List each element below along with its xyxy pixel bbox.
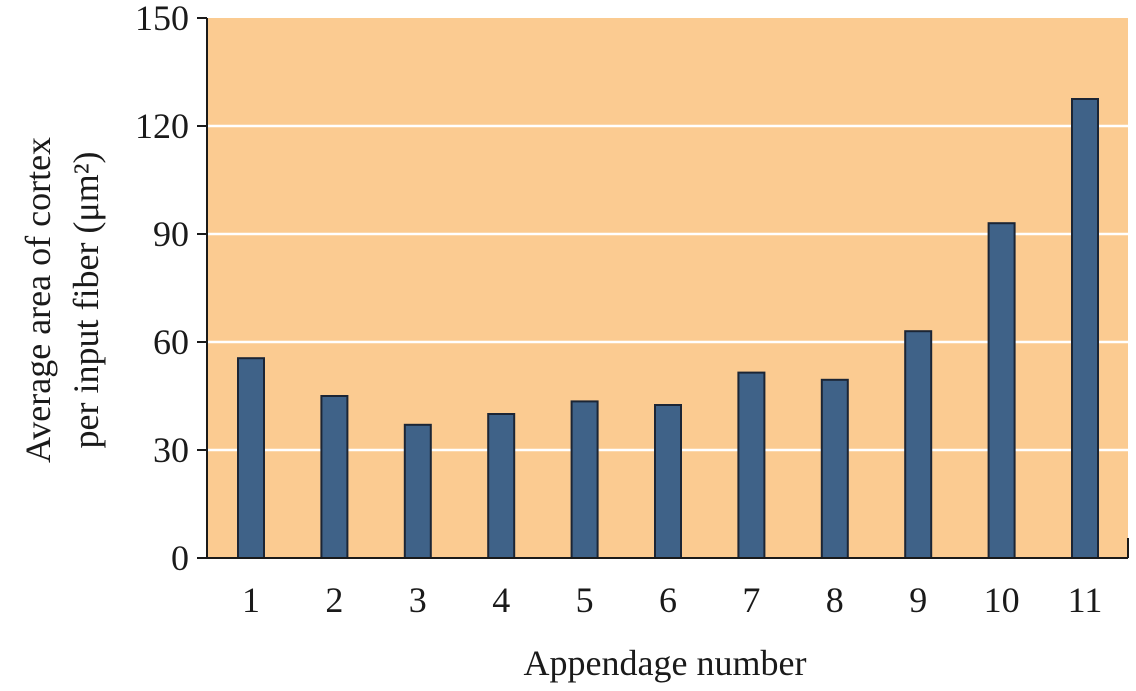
y-tick-label: 60 xyxy=(153,322,189,362)
x-tick-label: 6 xyxy=(659,580,677,620)
bars xyxy=(237,98,1099,560)
y-axis-title-line1: Average area of cortex xyxy=(18,137,58,463)
bar-appendage-2 xyxy=(320,395,349,559)
y-tick-label: 150 xyxy=(135,0,189,38)
bar-appendage-4 xyxy=(487,413,516,559)
y-tick-label: 90 xyxy=(153,214,189,254)
bar-appendage-5 xyxy=(570,400,599,559)
x-tick-label: 3 xyxy=(409,580,427,620)
x-tick-labels: 1 2 3 4 5 6 7 8 9 10 11 xyxy=(242,580,1102,620)
y-axis-title: Average area of cortex per input fiber (… xyxy=(18,137,106,463)
bar-appendage-10 xyxy=(987,222,1016,559)
x-tick-label: 8 xyxy=(826,580,844,620)
y-tick-label: 120 xyxy=(135,106,189,146)
axes xyxy=(197,17,1129,559)
bar-appendage-3 xyxy=(403,423,432,559)
x-tick-label: 9 xyxy=(909,580,927,620)
bar-appendage-11 xyxy=(1071,98,1099,559)
y-axis-title-line2: per input fiber (μm²) xyxy=(66,152,106,449)
y-tick-labels: 0 30 60 90 120 150 xyxy=(135,0,189,578)
y-tick-label: 0 xyxy=(171,538,189,578)
bar-appendage-9 xyxy=(904,330,933,560)
x-tick-label: 11 xyxy=(1068,580,1103,620)
x-tick-label: 7 xyxy=(742,580,760,620)
x-tick-label: 2 xyxy=(325,580,343,620)
bar-appendage-8 xyxy=(820,378,849,559)
x-axis-title: Appendage number xyxy=(524,643,807,683)
x-tick-label: 4 xyxy=(492,580,510,620)
x-tick-label: 5 xyxy=(576,580,594,620)
y-tick-label: 30 xyxy=(153,430,189,470)
x-tick-label: 10 xyxy=(984,580,1020,620)
bar-appendage-6 xyxy=(654,404,682,559)
bar-appendage-7 xyxy=(737,371,766,559)
gridlines xyxy=(207,124,1128,452)
bar-appendage-1 xyxy=(237,357,265,560)
x-tick-label: 1 xyxy=(242,580,260,620)
